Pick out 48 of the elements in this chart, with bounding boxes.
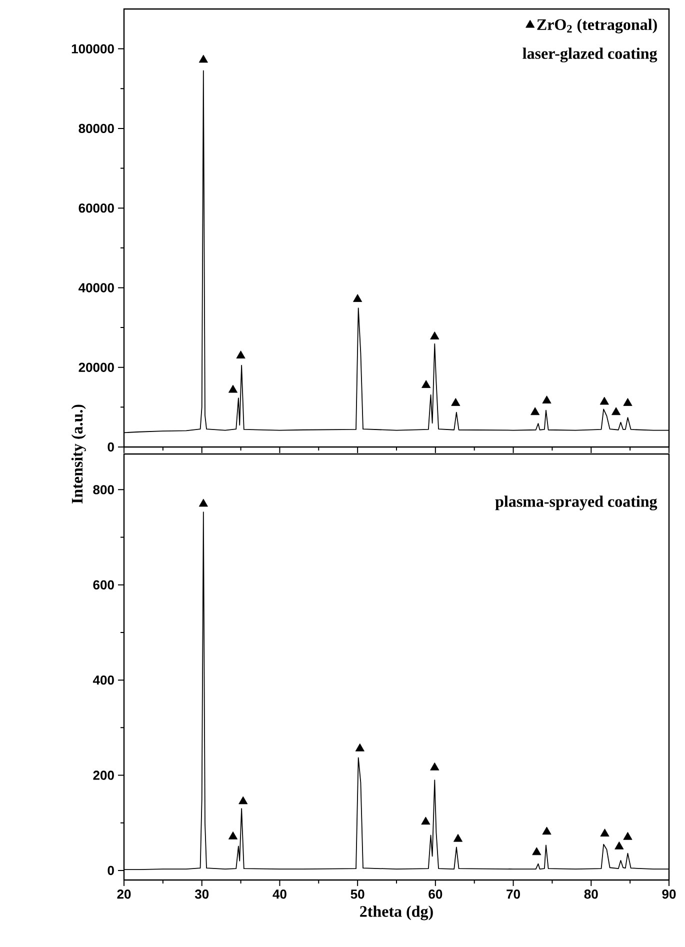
y-tick-label: 600 (93, 580, 114, 590)
point (600, 396, 609, 405)
y-tick-label: 0 (108, 866, 114, 876)
x-tick-label: 60 (428, 890, 442, 899)
point (453, 834, 463, 842)
y-tick-label: 40000 (78, 283, 114, 292)
y-tick-label: 20000 (78, 362, 114, 372)
x-tick-label: 30 (194, 890, 209, 899)
y-tick-label: 0 (108, 442, 114, 452)
y-axis-title: Intensity (a.u.) (71, 404, 86, 504)
point (530, 407, 540, 416)
x-tick-label: 20 (117, 890, 131, 899)
point (422, 380, 431, 388)
point (451, 398, 460, 406)
y-tick-label: 60000 (78, 203, 114, 213)
x-axis-title: 2theta (dg) (360, 906, 433, 920)
point (612, 407, 621, 416)
point (353, 294, 362, 302)
point (228, 384, 238, 393)
point (355, 743, 364, 752)
legend-label: ZrO$_{2}$ (tetragonal) (537, 18, 657, 34)
x-tick-label: 40 (272, 890, 286, 899)
point (623, 398, 632, 406)
point (532, 847, 542, 856)
point (198, 498, 208, 507)
point (430, 762, 440, 770)
x-tick-label: 80 (584, 890, 598, 899)
point (542, 396, 552, 404)
point (600, 828, 610, 837)
point (198, 54, 208, 63)
x-tick-label: 70 (506, 890, 520, 899)
y-tick-label: 400 (92, 675, 114, 685)
x-tick-label: 50 (350, 890, 364, 899)
annotation: plasma-sprayed coating (495, 496, 658, 510)
y-tick-label: 80000 (78, 124, 114, 134)
y-tick-label: 100000 (72, 44, 114, 54)
point (614, 841, 624, 850)
y-tick-label: 200 (93, 770, 114, 780)
point (421, 816, 430, 825)
point (238, 796, 248, 804)
y-tick-label: 800 (93, 485, 114, 494)
point (430, 331, 440, 340)
point (623, 832, 632, 840)
annotation: laser-glazed coating (522, 48, 658, 62)
point (542, 826, 552, 835)
x-tick-label: 90 (662, 890, 676, 899)
point (228, 831, 238, 840)
point (236, 350, 246, 359)
